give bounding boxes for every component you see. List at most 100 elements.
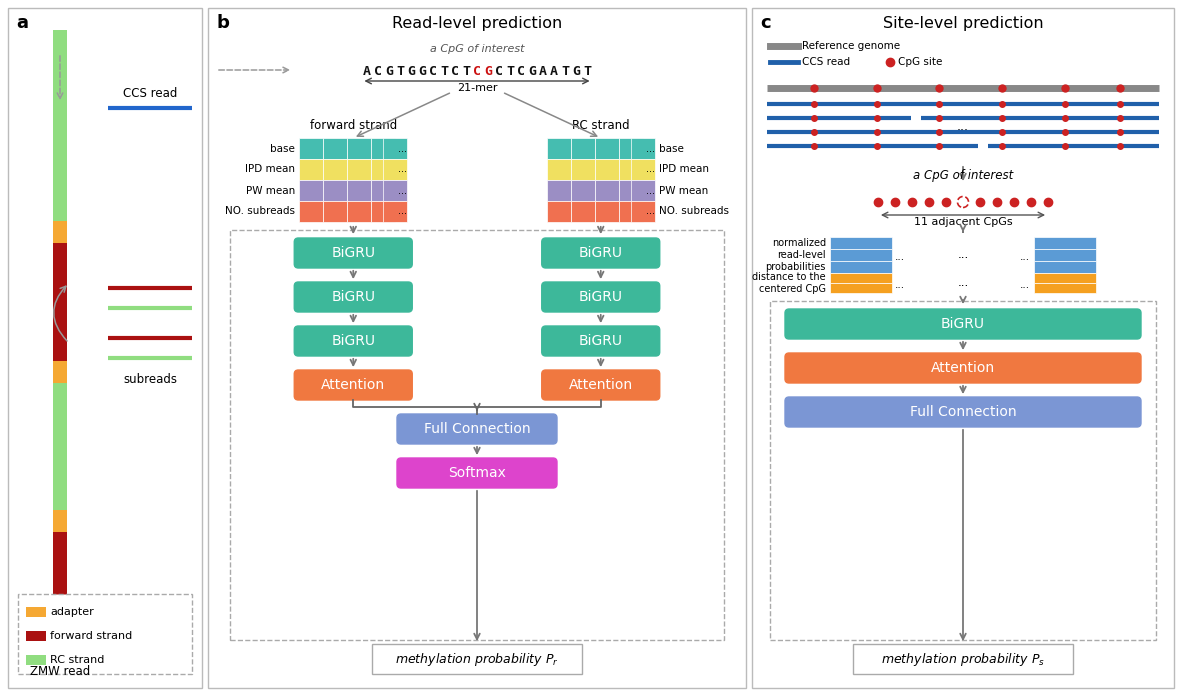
FancyBboxPatch shape bbox=[541, 238, 660, 268]
FancyBboxPatch shape bbox=[294, 370, 413, 400]
Text: NO. subreads: NO. subreads bbox=[658, 207, 729, 216]
Bar bbox=[631, 180, 655, 201]
Bar bbox=[299, 201, 323, 222]
Bar bbox=[595, 180, 618, 201]
Text: ...: ... bbox=[957, 248, 968, 262]
Text: CCS read: CCS read bbox=[123, 87, 177, 100]
Text: G: G bbox=[528, 65, 535, 78]
Text: A: A bbox=[539, 65, 547, 78]
Bar bbox=[830, 249, 892, 261]
Text: Reference genome: Reference genome bbox=[803, 41, 901, 51]
Bar bbox=[618, 138, 643, 159]
Bar bbox=[631, 201, 655, 222]
Text: A: A bbox=[363, 65, 371, 78]
FancyBboxPatch shape bbox=[294, 238, 413, 268]
Text: CCS read: CCS read bbox=[803, 57, 850, 67]
Text: T: T bbox=[462, 65, 470, 78]
FancyBboxPatch shape bbox=[294, 326, 413, 356]
FancyBboxPatch shape bbox=[785, 353, 1141, 383]
Bar bbox=[830, 283, 892, 293]
Text: adapter: adapter bbox=[50, 607, 93, 617]
Bar bbox=[571, 180, 595, 201]
Text: ...: ... bbox=[957, 120, 969, 132]
Text: methylation probability $P_r$: methylation probability $P_r$ bbox=[395, 651, 559, 667]
Text: distance to the
centered CpG: distance to the centered CpG bbox=[753, 272, 826, 294]
Text: G: G bbox=[572, 65, 580, 78]
Bar bbox=[348, 180, 371, 201]
Bar bbox=[383, 180, 408, 201]
Text: methylation probability $P_s$: methylation probability $P_s$ bbox=[881, 651, 1045, 667]
Text: a CpG of interest: a CpG of interest bbox=[913, 169, 1013, 182]
Bar bbox=[571, 138, 595, 159]
Text: c: c bbox=[760, 14, 771, 32]
Bar bbox=[371, 159, 395, 180]
Text: C: C bbox=[473, 65, 481, 78]
Text: T: T bbox=[506, 65, 514, 78]
Bar bbox=[348, 138, 371, 159]
Text: T: T bbox=[396, 65, 404, 78]
Text: G: G bbox=[418, 65, 426, 78]
Bar bbox=[53, 30, 67, 221]
Bar bbox=[26, 607, 46, 617]
Bar bbox=[53, 510, 67, 532]
Text: NO. subreads: NO. subreads bbox=[226, 207, 296, 216]
Text: CpG site: CpG site bbox=[898, 57, 942, 67]
Bar bbox=[348, 201, 371, 222]
FancyBboxPatch shape bbox=[208, 8, 746, 688]
Bar bbox=[323, 138, 348, 159]
Bar bbox=[571, 159, 595, 180]
Text: ...: ... bbox=[645, 186, 655, 196]
Text: C: C bbox=[374, 65, 382, 78]
Bar bbox=[53, 532, 67, 644]
Text: C: C bbox=[429, 65, 437, 78]
Text: PW mean: PW mean bbox=[246, 186, 296, 196]
Bar bbox=[547, 201, 571, 222]
Text: base: base bbox=[658, 143, 683, 154]
FancyBboxPatch shape bbox=[853, 644, 1073, 674]
Bar bbox=[348, 159, 371, 180]
Text: BiGRU: BiGRU bbox=[579, 290, 623, 304]
Bar bbox=[571, 201, 595, 222]
Bar bbox=[299, 180, 323, 201]
FancyBboxPatch shape bbox=[8, 8, 202, 688]
Text: ZMW read: ZMW read bbox=[30, 665, 90, 678]
Bar bbox=[1034, 237, 1096, 249]
Text: RC strand: RC strand bbox=[572, 119, 630, 132]
Bar bbox=[371, 201, 395, 222]
Bar bbox=[595, 201, 618, 222]
Bar bbox=[830, 237, 892, 249]
FancyBboxPatch shape bbox=[397, 458, 557, 488]
Text: BiGRU: BiGRU bbox=[331, 334, 375, 348]
Text: IPD mean: IPD mean bbox=[658, 164, 709, 175]
Bar bbox=[53, 361, 67, 383]
Text: ...: ... bbox=[398, 164, 408, 175]
Text: normalized
read-level
probabilities: normalized read-level probabilities bbox=[766, 239, 826, 271]
Text: Site-level prediction: Site-level prediction bbox=[883, 16, 1044, 31]
Text: ...: ... bbox=[398, 207, 408, 216]
Text: T: T bbox=[561, 65, 569, 78]
FancyBboxPatch shape bbox=[785, 397, 1141, 427]
Bar bbox=[323, 180, 348, 201]
Text: ...: ... bbox=[398, 186, 408, 196]
Text: Full Connection: Full Connection bbox=[423, 422, 531, 436]
Bar bbox=[547, 159, 571, 180]
Bar bbox=[618, 180, 643, 201]
Text: ...: ... bbox=[645, 207, 655, 216]
Bar bbox=[547, 180, 571, 201]
Text: ...: ... bbox=[645, 164, 655, 175]
FancyBboxPatch shape bbox=[785, 309, 1141, 339]
FancyBboxPatch shape bbox=[18, 594, 191, 674]
Text: a CpG of interest: a CpG of interest bbox=[430, 44, 525, 54]
Text: ...: ... bbox=[895, 280, 905, 290]
Text: subreads: subreads bbox=[123, 373, 177, 386]
Bar bbox=[618, 201, 643, 222]
Bar bbox=[53, 644, 67, 666]
Text: C: C bbox=[495, 65, 504, 78]
Bar bbox=[299, 159, 323, 180]
Bar bbox=[323, 159, 348, 180]
Text: C: C bbox=[517, 65, 525, 78]
Text: G: G bbox=[385, 65, 392, 78]
Bar bbox=[1034, 261, 1096, 273]
Text: A: A bbox=[550, 65, 558, 78]
Text: ...: ... bbox=[645, 143, 655, 154]
